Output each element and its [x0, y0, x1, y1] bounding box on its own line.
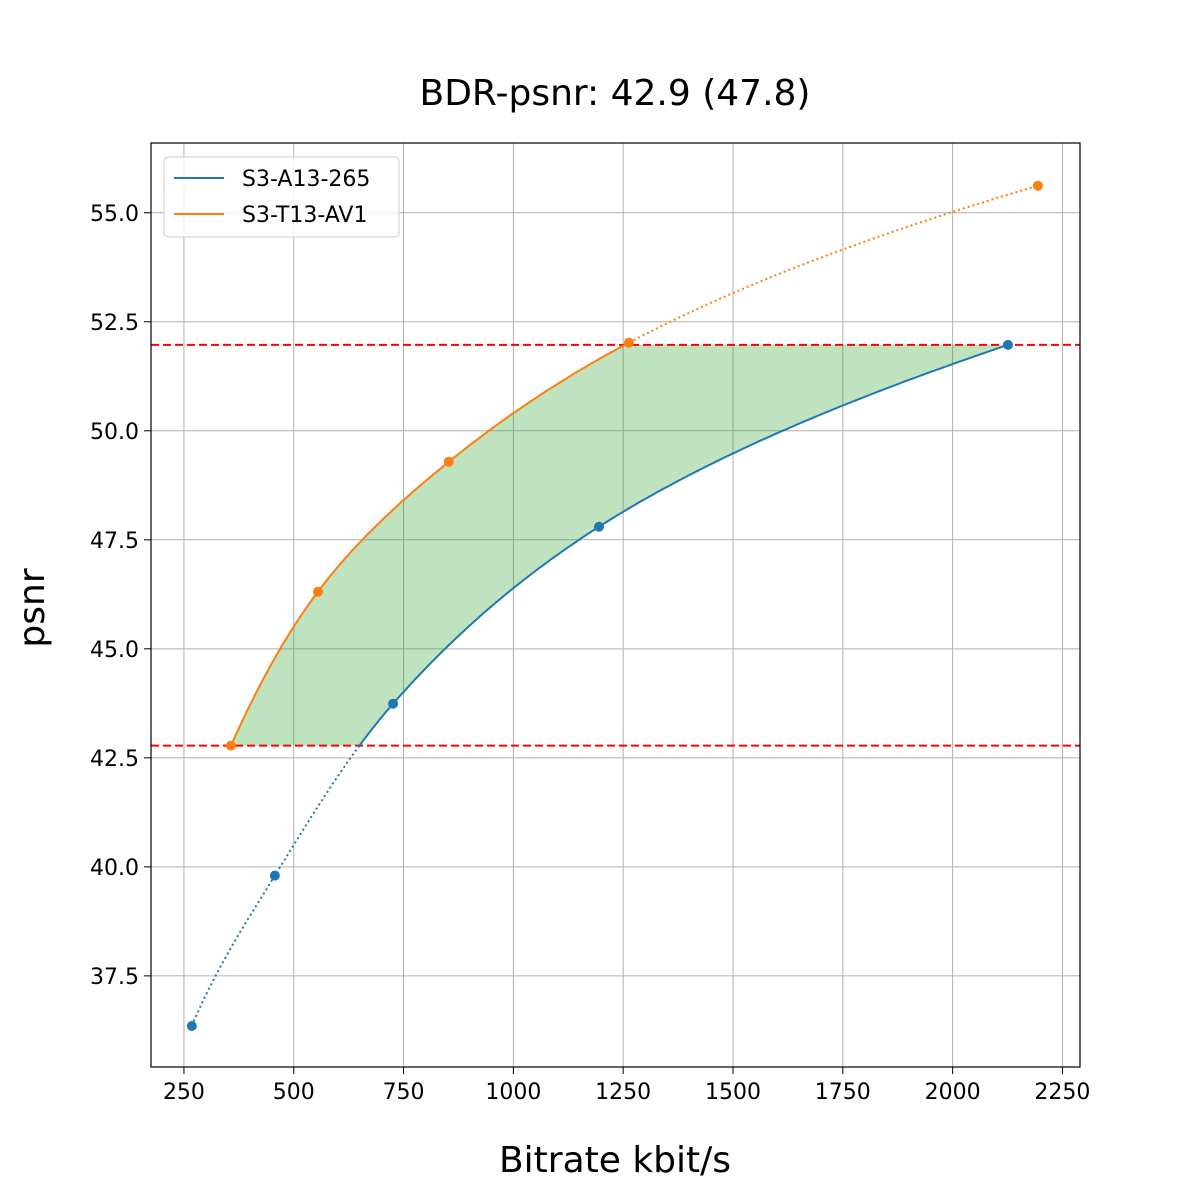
legend-label-0: S3-A13-265 [242, 167, 370, 192]
y-tick-label: 50.0 [90, 420, 139, 445]
x-tick-label: 2250 [1034, 1080, 1090, 1105]
grid [151, 143, 1080, 1067]
fill-between-area [230, 344, 1008, 746]
fill-area [230, 344, 1008, 746]
x-tick-label: 500 [273, 1080, 315, 1105]
data-point-1 [312, 586, 323, 597]
series-points [186, 180, 1043, 1032]
series-line-dotted-0 [190, 745, 361, 1027]
data-point-0 [269, 870, 280, 881]
y-tick-label: 37.5 [90, 965, 139, 990]
series-line-dotted-1 [624, 184, 1039, 346]
x-tick-label: 750 [383, 1080, 425, 1105]
data-point-0 [388, 698, 399, 709]
data-point-0 [1002, 339, 1013, 350]
series-lines [190, 184, 1039, 1027]
y-tick-label: 40.0 [90, 856, 139, 881]
series-line-1 [229, 344, 626, 747]
x-tick-label: 2000 [925, 1080, 981, 1105]
x-tick-label: 1500 [705, 1080, 761, 1105]
legend-label-1: S3-T13-AV1 [242, 203, 367, 228]
plot-frame [150, 142, 1081, 1068]
y-tick-label: 55.0 [90, 202, 139, 227]
y-tick-label: 45.0 [90, 638, 139, 663]
y-tick-label: 42.5 [90, 747, 139, 772]
chart-title: BDR-psnr: 42.9 (47.8) [420, 73, 811, 114]
y-tick-label: 52.5 [90, 311, 139, 336]
series-line-0 [358, 343, 1009, 747]
x-tick-label: 250 [163, 1080, 205, 1105]
x-tick-label: 1250 [595, 1080, 651, 1105]
x-axis-label: Bitrate kbit/s [499, 1140, 731, 1181]
data-point-1 [1032, 180, 1043, 191]
data-point-0 [594, 521, 605, 532]
y-axis-label: psnr [12, 568, 53, 647]
data-point-0 [186, 1021, 197, 1032]
ticks: 250 500 750 1000 1250 1500 1750 2000 2250 37.5 40.… [90, 202, 1090, 1105]
data-point-1 [623, 337, 634, 348]
y-tick-label: 47.5 [90, 529, 139, 554]
x-tick-label: 1000 [485, 1080, 541, 1105]
legend: S3-A13-265 S3-T13-AV1 [163, 156, 400, 238]
data-point-1 [443, 456, 454, 467]
data-point-1 [225, 740, 236, 751]
reference-lines [151, 343, 1080, 747]
x-tick-label: 1750 [815, 1080, 871, 1105]
